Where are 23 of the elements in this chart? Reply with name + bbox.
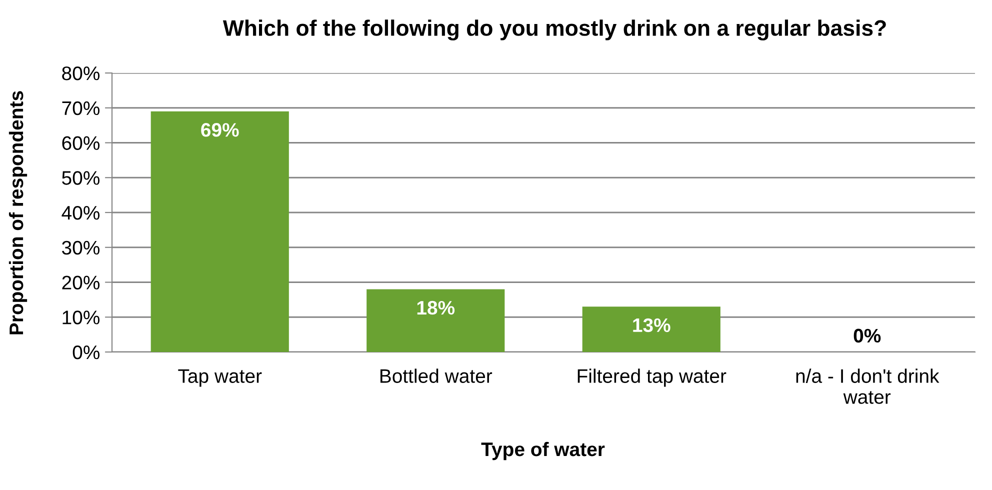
y-tick-label: 10%: [62, 310, 100, 324]
x-tick-label: Tap water: [178, 369, 262, 387]
data-label: 18%: [417, 300, 455, 315]
bar: [150, 111, 289, 352]
y-tick-label: 40%: [62, 206, 100, 220]
x-tick-label: Bottled water: [380, 368, 492, 383]
bar: [582, 306, 720, 352]
x-axis-title: Type of water: [481, 442, 605, 460]
data-label: 13%: [633, 318, 670, 332]
y-tick-label: 50%: [62, 171, 100, 185]
y-tick-label: 0%: [72, 345, 100, 360]
y-tick-label: 80%: [62, 66, 100, 80]
x-tick-label: n/a - I don't drink water: [796, 368, 940, 404]
y-tick-label: 20%: [62, 276, 100, 290]
y-tick-label: 60%: [62, 136, 100, 150]
y-tick-label: 70%: [62, 101, 100, 116]
chart-title: Which of the following do you mostly drink on a regular basis?: [222, 20, 886, 40]
data-label: 69%: [201, 123, 239, 137]
y-tick-label: 30%: [62, 240, 100, 255]
data-label: 0%: [854, 328, 881, 343]
y-axis-title: Proportion of respondents: [8, 91, 28, 334]
bar: [366, 289, 505, 352]
x-tick-label: Filtered tap water: [578, 368, 726, 387]
